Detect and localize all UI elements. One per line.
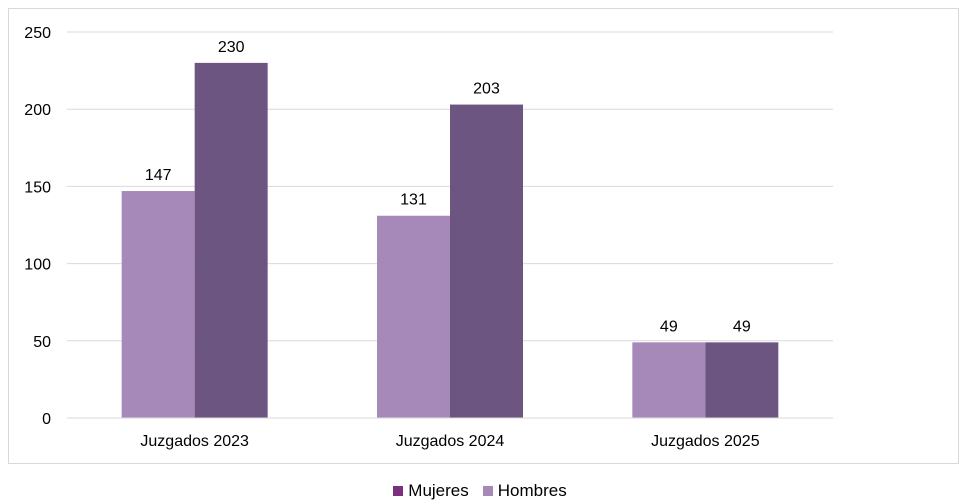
legend-swatch: [393, 486, 404, 496]
y-tick-label: 50: [33, 334, 51, 351]
legend: Mujeres Hombres: [0, 481, 960, 501]
bar-hombres: [121, 191, 195, 418]
legend-label: Mujeres: [408, 481, 469, 500]
bar-mujeres: [705, 342, 779, 418]
x-category-label: Juzgados 2023: [140, 433, 249, 450]
x-category-label: Juzgados 2025: [651, 433, 760, 450]
x-category-label: Juzgados 2024: [396, 433, 505, 450]
data-label: 203: [473, 81, 500, 98]
bar-mujeres: [450, 104, 523, 419]
y-tick-label: 200: [24, 102, 51, 119]
data-label: 131: [400, 192, 427, 209]
legend-item: Hombres: [482, 481, 567, 501]
legend-label: Hombres: [497, 481, 567, 500]
data-label: 230: [218, 39, 245, 56]
legend-swatch: [482, 486, 493, 496]
y-tick-label: 100: [24, 257, 51, 274]
y-tick-label: 150: [24, 179, 51, 196]
y-tick-label: 0: [42, 411, 51, 428]
legend-item: Mujeres: [393, 481, 469, 501]
bar-mujeres: [194, 62, 268, 418]
bar-hombres: [632, 342, 706, 418]
data-label: 147: [145, 167, 172, 184]
data-label: 49: [733, 318, 751, 335]
bar-chart: 0 50 100 150 200 250 147 230 Juzgados 2023 131 203…: [24, 25, 833, 450]
y-tick-label: 250: [24, 25, 51, 42]
bar-hombres: [377, 215, 450, 418]
data-label: 49: [660, 318, 678, 335]
